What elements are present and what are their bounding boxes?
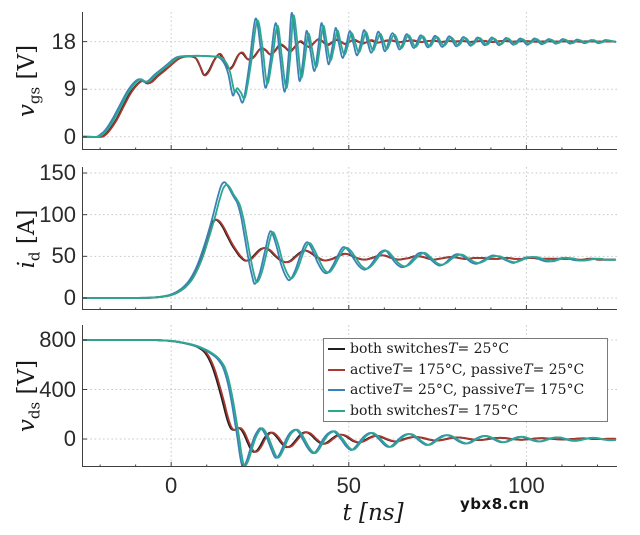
legend-label-segment: T — [392, 361, 402, 378]
curve-red — [82, 38, 617, 138]
legend-item: active T = 25°C, passive T = 175°C — [328, 380, 607, 401]
curve-green — [82, 183, 617, 299]
curve-green — [82, 339, 617, 467]
x-tick-label: 0 — [165, 473, 178, 498]
legend-label-segment: both switches — [350, 402, 449, 419]
legend-label-segment: T — [448, 341, 458, 358]
y-tick-label: 100 — [39, 201, 76, 227]
curve-red — [82, 339, 617, 453]
curve-green — [82, 14, 617, 138]
legend: both switches T = 25°C active T = 175°C, … — [323, 338, 608, 422]
y-axis-sub: ds — [25, 401, 44, 420]
subplot-id — [82, 167, 617, 310]
legend-item: active T = 175°C, passive T = 25°C — [328, 360, 607, 381]
x-axis-var: t — [342, 500, 352, 526]
y-tick-label: 400 — [39, 376, 76, 402]
y-tick-label: 18 — [51, 28, 76, 54]
legend-item: both switches T = 25°C — [328, 339, 607, 360]
y-axis-var: v — [14, 104, 40, 118]
legend-line-sample — [328, 389, 345, 392]
legend-label-segment: T — [392, 382, 402, 399]
x-tick-label: 100 — [508, 473, 545, 498]
y-tick-label: 0 — [63, 123, 76, 149]
legend-item: both switches T = 175°C — [328, 401, 607, 422]
x-axis-unit: [ns] — [351, 500, 404, 526]
legend-label-segment: = 25°C — [532, 361, 585, 378]
legend-label-segment: T — [523, 361, 533, 378]
legend-label-segment: = 175°C — [457, 402, 519, 419]
y-tick-label: 50 — [51, 243, 76, 269]
legend-line-sample — [328, 368, 345, 371]
legend-line-sample — [328, 348, 345, 351]
y-tick-label: 0 — [63, 426, 76, 452]
legend-line-sample — [328, 409, 345, 412]
legend-label-segment: active — [350, 361, 393, 378]
y-tick-label: 0 — [63, 285, 76, 310]
x-axis-label: t [ns] — [303, 500, 443, 526]
legend-label-segment: active — [350, 382, 393, 399]
y-tick-label: 800 — [39, 326, 76, 352]
y-tick-label: 9 — [63, 76, 76, 102]
legend-label-segment: T — [448, 402, 458, 419]
legend-label-segment: = 25°C — [457, 341, 510, 358]
watermark: ybx8.cn — [460, 495, 530, 513]
x-tick-label: 50 — [336, 473, 362, 498]
legend-label-segment: = 175°C, passive — [401, 361, 524, 378]
legend-label-segment: = 175°C — [523, 382, 585, 399]
legend-label-segment: = 25°C, passive — [401, 382, 515, 399]
y-tick-label: 150 — [39, 160, 76, 185]
legend-label-segment: both switches — [350, 341, 449, 358]
legend-label-segment: T — [514, 382, 524, 399]
subplot-vgs — [82, 12, 617, 150]
